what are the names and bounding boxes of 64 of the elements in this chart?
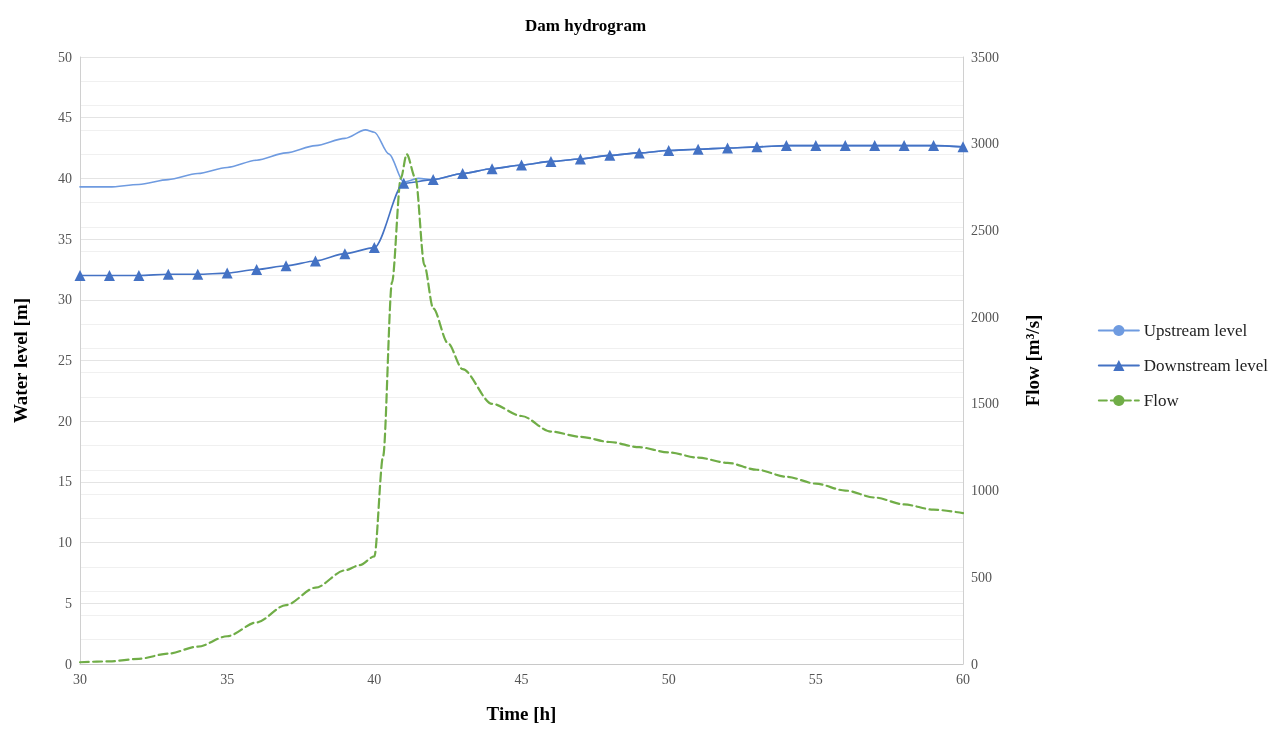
point	[516, 159, 527, 171]
y2-tick-label: 500	[971, 569, 992, 585]
point	[663, 144, 675, 156]
legend-label: Upstream level	[1143, 321, 1248, 340]
point	[869, 140, 881, 152]
point	[339, 248, 351, 260]
y2-tick-label: 3500	[971, 49, 999, 65]
point	[751, 141, 763, 153]
x-tick-label: 35	[220, 671, 235, 687]
y-tick-label: 50	[58, 49, 72, 65]
point	[545, 155, 557, 167]
point	[692, 143, 704, 155]
y-tick-label: 20	[58, 413, 72, 429]
x-tick-label: 45	[514, 671, 529, 687]
point	[280, 260, 292, 272]
point	[74, 270, 86, 282]
legend-label: Flow	[1143, 391, 1180, 410]
point	[722, 142, 734, 154]
x-tick-label: 55	[808, 671, 823, 687]
point	[810, 140, 822, 152]
y-tick-label: 35	[58, 231, 72, 247]
line-series	[78, 153, 965, 664]
point	[133, 270, 145, 282]
point	[898, 140, 910, 152]
point	[309, 255, 321, 267]
y2-tick-label: 2500	[971, 222, 999, 238]
point	[486, 163, 498, 175]
y-axis-title: Water level [m]	[10, 297, 31, 424]
y2-tick-label: 3000	[971, 136, 999, 152]
point	[251, 263, 263, 275]
point	[957, 141, 969, 153]
point	[780, 140, 792, 152]
point	[633, 147, 645, 159]
point	[574, 153, 586, 165]
point	[928, 140, 940, 152]
legend-label: Downstream level	[1143, 356, 1269, 375]
y2-tick-label: 2000	[971, 309, 999, 325]
y-tick-label: 25	[58, 353, 72, 368]
x-axis-title: Time [h]	[486, 703, 557, 724]
y-tick-label: 0	[65, 656, 72, 672]
point	[368, 242, 380, 254]
x-tick-label: 50	[661, 671, 676, 687]
x-tick-label: 40	[367, 671, 382, 687]
y-tick-label: 15	[58, 474, 72, 490]
point	[604, 149, 616, 161]
chart-title: Dam hydrogram	[525, 16, 647, 35]
point	[427, 174, 439, 186]
y2-tick-label: 1500	[971, 396, 999, 412]
y-tick-label: 5	[65, 595, 72, 611]
y2-tick-label: 1000	[971, 483, 999, 499]
y-tick-label: 40	[58, 170, 72, 186]
point	[162, 268, 174, 280]
point	[457, 168, 469, 180]
point	[192, 268, 204, 280]
y-tick-label: 10	[58, 535, 72, 551]
y-tick-label: 30	[58, 292, 72, 308]
point	[221, 267, 233, 279]
point	[398, 177, 410, 189]
y-tick-label: 45	[58, 110, 72, 126]
y2-axis-title: Flow [m³/s]	[1022, 314, 1043, 407]
point	[103, 270, 115, 282]
x-tick-label: 60	[956, 671, 970, 687]
point	[839, 140, 851, 152]
y2-tick-label: 0	[971, 656, 978, 672]
